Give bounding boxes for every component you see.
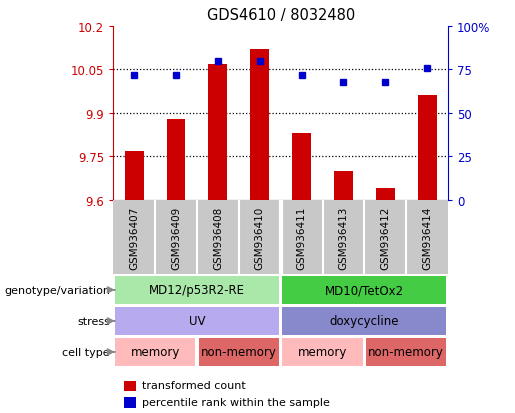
- Text: memory: memory: [130, 346, 180, 358]
- Bar: [376, 189, 394, 200]
- Text: memory: memory: [298, 346, 347, 358]
- Bar: [366, 338, 447, 366]
- Bar: [209, 64, 227, 200]
- Text: GSM936410: GSM936410: [255, 206, 265, 269]
- Bar: [115, 338, 195, 366]
- Bar: [125, 151, 144, 200]
- Bar: [282, 307, 447, 335]
- Text: transformed count: transformed count: [142, 380, 245, 390]
- Text: GSM936414: GSM936414: [422, 206, 432, 269]
- Text: non-memory: non-memory: [368, 346, 444, 358]
- Text: non-memory: non-memory: [201, 346, 277, 358]
- Text: GSM936408: GSM936408: [213, 206, 223, 269]
- Text: percentile rank within the sample: percentile rank within the sample: [142, 397, 330, 407]
- Title: GDS4610 / 8032480: GDS4610 / 8032480: [207, 8, 355, 23]
- Text: GSM936407: GSM936407: [129, 206, 139, 269]
- Text: UV: UV: [188, 315, 205, 328]
- Text: GSM936412: GSM936412: [380, 206, 390, 269]
- Text: stress: stress: [77, 316, 110, 326]
- Text: GSM936409: GSM936409: [171, 206, 181, 269]
- Bar: [292, 134, 311, 200]
- Bar: [199, 338, 279, 366]
- Bar: [282, 338, 363, 366]
- Text: GSM936413: GSM936413: [338, 206, 349, 269]
- Bar: [167, 119, 185, 200]
- Bar: [250, 50, 269, 200]
- Text: cell type: cell type: [62, 347, 110, 357]
- Bar: [418, 96, 437, 200]
- Text: GSM936411: GSM936411: [297, 206, 306, 269]
- Bar: [115, 276, 279, 304]
- Bar: [115, 307, 279, 335]
- Text: MD12/p53R2-RE: MD12/p53R2-RE: [149, 284, 245, 297]
- Text: MD10/TetOx2: MD10/TetOx2: [325, 284, 404, 297]
- Text: doxycycline: doxycycline: [330, 315, 399, 328]
- Text: genotype/variation: genotype/variation: [4, 285, 110, 295]
- Bar: [334, 171, 353, 200]
- Bar: [282, 276, 447, 304]
